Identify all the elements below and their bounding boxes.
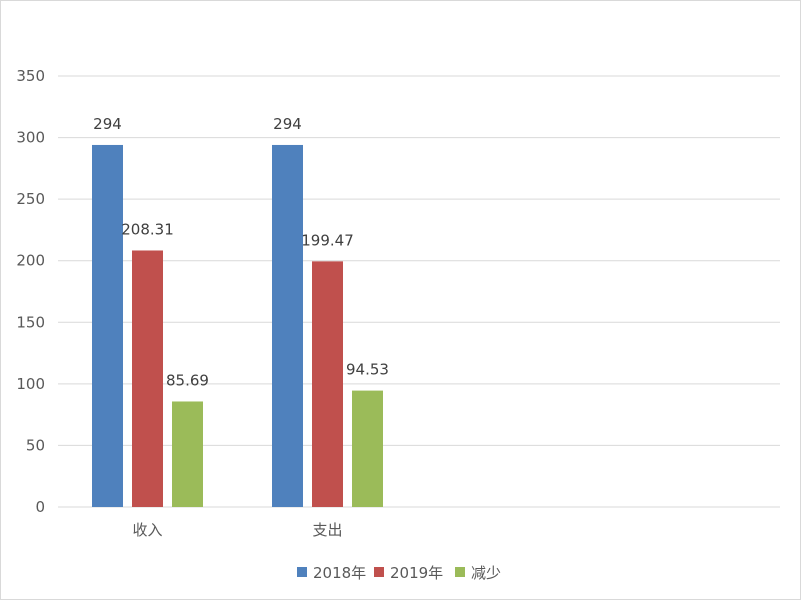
bar	[132, 250, 163, 507]
legend-swatch	[297, 567, 307, 577]
bar	[272, 144, 303, 507]
data-label: 199.47	[301, 231, 354, 249]
y-tick-label: 250	[16, 190, 45, 208]
data-label: 294	[93, 115, 122, 133]
y-tick-label: 50	[26, 436, 45, 454]
y-tick-label: 150	[16, 313, 45, 331]
data-labels-layer: 294 208.31 85.69 294 199.47 94.53	[93, 115, 389, 390]
data-label: 94.53	[346, 361, 389, 379]
bars-layer	[92, 144, 383, 507]
bar	[352, 390, 383, 507]
legend-swatch	[374, 567, 384, 577]
data-label: 85.69	[166, 371, 209, 389]
data-label: 208.31	[121, 220, 174, 238]
y-tick-label: 300	[16, 129, 45, 147]
grid-layer	[58, 75, 780, 508]
y-tick-label: 350	[16, 67, 45, 85]
legend-label: 2019年	[390, 564, 443, 582]
bar	[172, 401, 203, 507]
data-label: 294	[273, 115, 302, 133]
legend: 2018年 2019年 减少	[297, 564, 501, 582]
y-axis-tick-labels: 0 50 100 150 200 250 300 350	[16, 67, 45, 516]
legend-label: 减少	[471, 564, 501, 582]
x-category-label: 支出	[312, 521, 342, 539]
x-category-label: 收入	[132, 521, 162, 539]
y-tick-label: 100	[16, 375, 45, 393]
legend-swatch	[455, 567, 465, 577]
legend-label: 2018年	[313, 564, 366, 582]
y-tick-label: 200	[16, 252, 45, 270]
bar	[312, 261, 343, 507]
bar	[92, 144, 123, 507]
y-tick-label: 0	[35, 498, 45, 516]
x-axis-category-labels: 收入 支出	[132, 521, 342, 539]
